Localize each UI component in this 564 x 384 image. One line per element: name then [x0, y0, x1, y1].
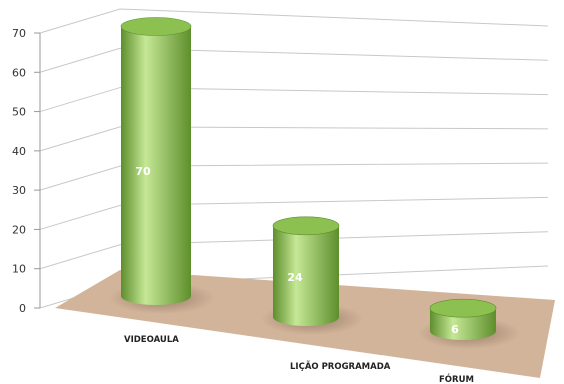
bar-top — [272, 216, 340, 236]
y-tick-label: 0 — [19, 302, 26, 315]
y-tick-label: 50 — [12, 106, 26, 119]
x-category-label: LIÇÃO PROGRAMADA — [290, 361, 391, 372]
y-tick-label: 60 — [12, 66, 26, 79]
y-tick-label: 70 — [12, 27, 26, 40]
data-label: 24 — [287, 271, 303, 284]
y-tick-label: 40 — [12, 145, 26, 158]
gridline — [39, 126, 549, 152]
x-category-label: VIDEOAULA — [124, 335, 179, 345]
data-label: 70 — [135, 165, 151, 178]
gridline — [39, 8, 549, 34]
gridline — [39, 87, 549, 113]
y-axis-ticks: 0 10 20 30 40 50 60 70 — [12, 27, 40, 315]
data-label: 6 — [451, 323, 459, 336]
bars: 70 24 6 — [109, 17, 520, 349]
y-tick-label: 20 — [12, 223, 26, 236]
bar-1: 70 — [109, 17, 215, 314]
bar-body — [273, 225, 339, 326]
bar-body — [121, 26, 191, 305]
y-tick-label: 30 — [12, 184, 26, 197]
bar-2: 24 — [261, 216, 363, 335]
bar-top — [120, 17, 192, 36]
gridline — [39, 231, 549, 270]
gridline — [39, 162, 549, 191]
gridline — [39, 47, 549, 73]
gridline — [39, 196, 549, 230]
bar-3: 6 — [418, 298, 520, 349]
y-tick-label: 10 — [12, 263, 26, 276]
bar-top — [429, 298, 497, 318]
x-category-label: FÓRUM — [439, 373, 474, 384]
x-axis-labels: VIDEOAULA LIÇÃO PROGRAMADA FÓRUM — [124, 335, 474, 384]
